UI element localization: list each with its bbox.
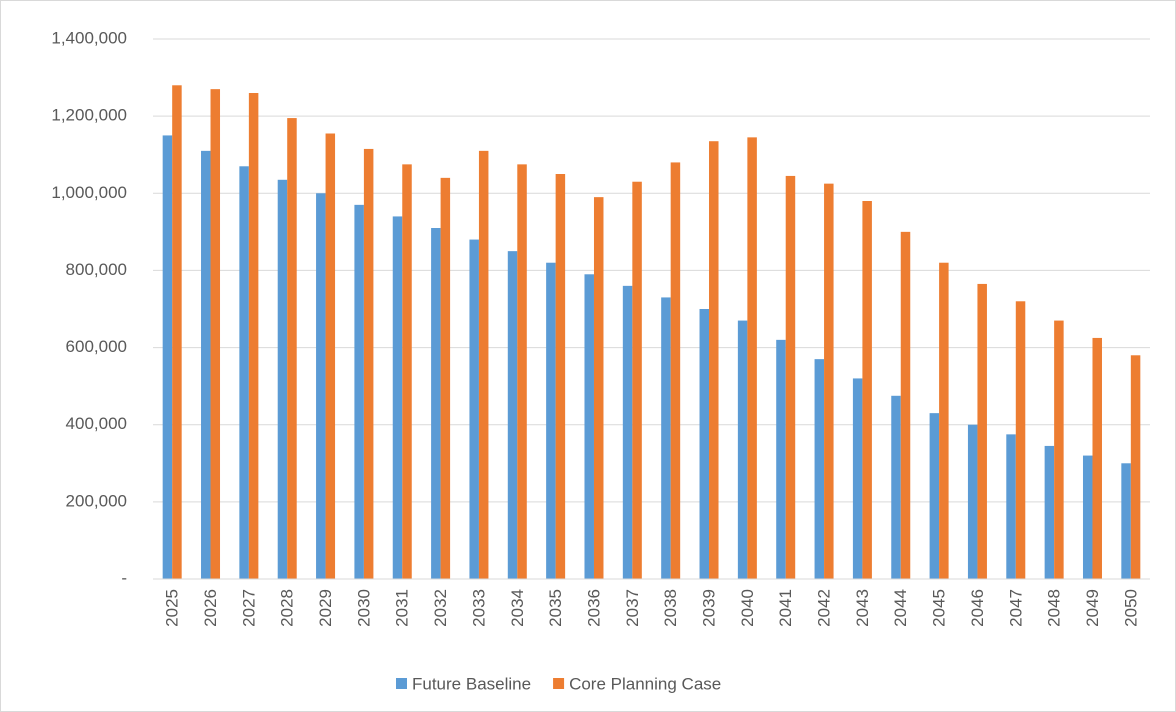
bar — [977, 283, 987, 579]
x-tick-label: 2032 — [431, 589, 450, 627]
bar — [201, 150, 211, 579]
bar — [632, 181, 642, 579]
bar — [316, 193, 326, 580]
x-tick-label: 2029 — [316, 589, 335, 627]
y-tick-label: 1,400,000 — [51, 28, 127, 47]
bar — [699, 309, 710, 579]
bar — [929, 413, 940, 579]
x-tick-label: 2043 — [853, 589, 872, 627]
bar — [162, 135, 173, 579]
x-tick-label: 2040 — [738, 589, 757, 627]
bar — [392, 216, 403, 579]
bar — [172, 85, 182, 580]
bar — [709, 141, 719, 579]
bar — [661, 297, 671, 579]
bar — [1054, 320, 1064, 579]
x-tick-label: 2045 — [930, 589, 949, 627]
x-tick-label: 2033 — [469, 589, 488, 627]
bar — [593, 197, 604, 579]
bar — [900, 231, 911, 579]
bar — [1121, 463, 1131, 579]
x-tick-label: 2035 — [546, 589, 565, 627]
bar — [555, 174, 566, 579]
bar — [239, 166, 249, 580]
bar — [354, 204, 364, 579]
y-tick-label: 1,000,000 — [51, 183, 127, 202]
bar — [737, 320, 748, 579]
y-tick-label: 600,000 — [66, 337, 127, 356]
x-tick-label: 2050 — [1121, 589, 1140, 627]
x-tick-label: 2047 — [1006, 589, 1025, 627]
bar — [622, 285, 633, 579]
bar — [287, 118, 297, 580]
x-tick-label: 2046 — [968, 589, 987, 627]
bar — [814, 359, 825, 579]
bar — [1082, 455, 1093, 579]
bar — [967, 424, 978, 579]
bar — [325, 133, 336, 579]
y-tick-label: 400,000 — [66, 414, 127, 433]
bar — [939, 262, 949, 579]
bar — [1044, 445, 1055, 579]
x-tick-label: 2044 — [891, 589, 910, 627]
bar — [507, 251, 518, 579]
bar — [546, 262, 556, 579]
bar — [210, 89, 221, 580]
x-tick-label: 2028 — [278, 589, 297, 627]
x-tick-label: 2037 — [623, 589, 642, 627]
bar — [785, 175, 796, 579]
x-tick-label: 2049 — [1083, 589, 1102, 627]
x-tick-label: 2026 — [201, 589, 220, 627]
bar — [440, 177, 451, 579]
bar — [1015, 301, 1026, 579]
bar — [584, 274, 594, 579]
legend-label: Future Baseline — [412, 674, 531, 693]
bar — [402, 164, 412, 579]
bar — [862, 201, 872, 579]
legend-label: Core Planning Case — [569, 674, 721, 693]
bar — [670, 162, 681, 579]
bar — [1130, 355, 1141, 579]
x-tick-label: 2036 — [584, 589, 603, 627]
bar — [517, 164, 527, 579]
bar — [478, 150, 489, 579]
bar — [431, 228, 441, 579]
y-tick-label: 800,000 — [66, 260, 127, 279]
bar — [824, 183, 834, 579]
bar — [747, 137, 757, 579]
bar — [1092, 337, 1102, 579]
bar — [852, 378, 863, 579]
x-tick-label: 2031 — [393, 589, 412, 627]
bar — [363, 148, 374, 579]
x-tick-label: 2041 — [776, 589, 795, 627]
bar — [469, 239, 479, 580]
y-tick-label: - — [121, 568, 127, 587]
x-tick-label: 2025 — [163, 589, 182, 627]
bar — [776, 339, 786, 579]
legend-swatch — [553, 678, 565, 689]
bar — [891, 395, 901, 579]
x-tick-label: 2048 — [1045, 589, 1064, 627]
x-tick-label: 2027 — [239, 589, 258, 627]
bar — [1006, 434, 1016, 579]
x-tick-label: 2042 — [815, 589, 834, 627]
bar — [277, 179, 288, 580]
x-tick-label: 2038 — [661, 589, 680, 627]
y-tick-label: 1,200,000 — [51, 106, 127, 125]
legend-swatch — [396, 678, 407, 689]
x-tick-label: 2039 — [700, 589, 719, 627]
y-tick-label: 200,000 — [66, 491, 127, 510]
bar — [248, 93, 259, 579]
x-tick-label: 2030 — [354, 589, 373, 627]
x-tick-label: 2034 — [508, 589, 527, 627]
